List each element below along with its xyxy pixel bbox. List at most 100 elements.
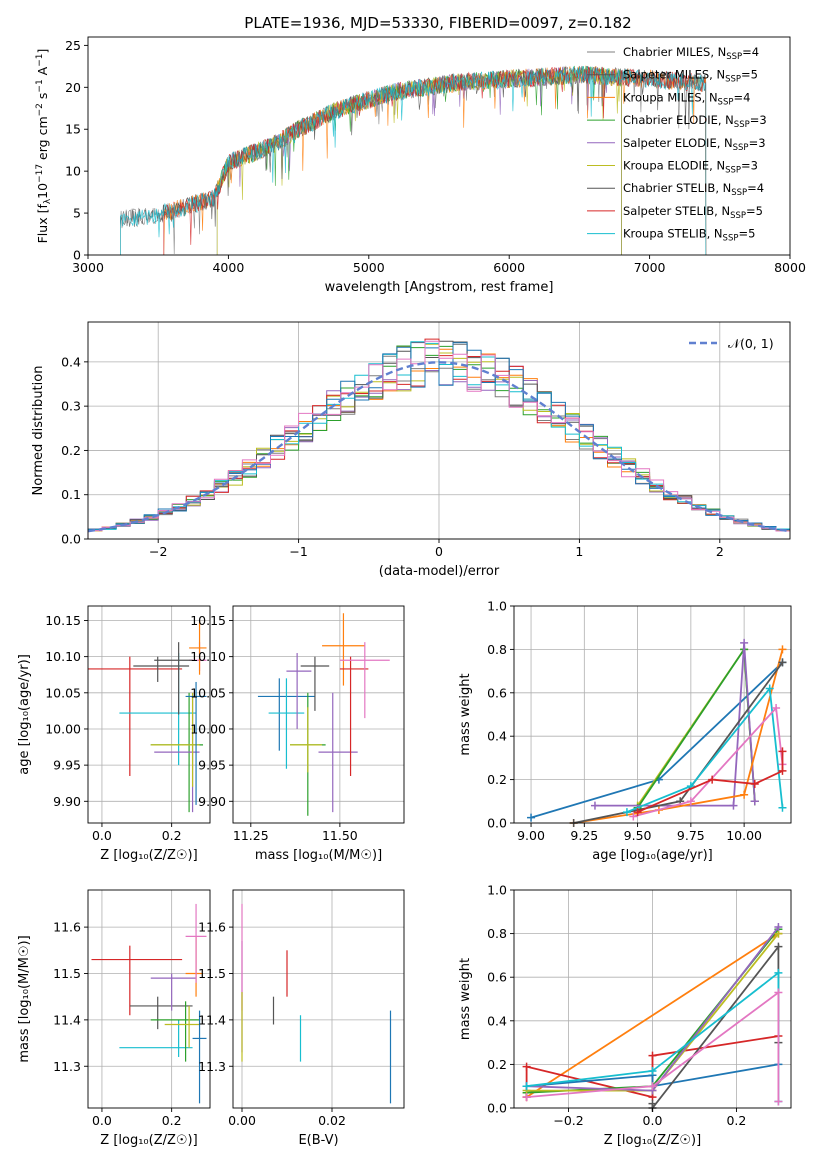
x-tick-label: 8000	[774, 260, 806, 275]
y-tick-label: 10.15	[190, 613, 226, 628]
errorbar-point	[91, 945, 183, 1016]
plot-area	[522, 923, 783, 1112]
mass-weight-series	[595, 642, 756, 807]
data-point-marker	[622, 808, 631, 817]
errorbar-point	[322, 613, 365, 686]
x-tick-label: 0.00	[228, 1113, 256, 1128]
y-tick-label: 10.00	[45, 721, 81, 736]
chart-residuals	[87, 322, 791, 540]
x-tick-label: 9.25	[570, 828, 598, 843]
x-tick-label: 5000	[353, 260, 385, 275]
y-tick-label: 11.5	[198, 966, 226, 981]
y-tick-label: 0.8	[487, 642, 507, 657]
data-point-marker	[648, 1051, 657, 1060]
axes-frame	[232, 605, 405, 824]
x-tick-label: 6000	[493, 260, 525, 275]
y-tick-label: 0.2	[487, 772, 507, 787]
y-tick-label: 0.4	[61, 354, 81, 369]
x-axis-label: (data-model)/error	[379, 564, 500, 579]
legend-label: Salpeter STELIB, NSSP=5	[623, 204, 763, 221]
y-tick-label: 9.90	[198, 794, 226, 809]
data-point-marker	[527, 813, 536, 822]
chart-mw_vs_age	[514, 605, 791, 827]
plot-area	[257, 613, 390, 816]
y-axis-label: Flux [fλ10−17 erg cm−2 s−1 A−1]	[35, 49, 53, 244]
legend-label: Salpeter MILES, NSSP=5	[623, 68, 758, 85]
x-tick-label: 7000	[634, 260, 666, 275]
x-tick-label: 2	[716, 544, 724, 559]
axes-frame	[232, 889, 405, 1109]
spectrum-series-line	[216, 66, 622, 255]
mass-weight-series	[526, 1063, 779, 1088]
mass-weight-series	[651, 944, 780, 1111]
chart-spectrum	[120, 65, 707, 256]
errorbar-point	[268, 678, 305, 769]
y-tick-label: 0.2	[61, 443, 81, 458]
axes-frame	[87, 605, 211, 824]
plot-area	[120, 65, 707, 256]
errorbar-point	[185, 681, 207, 805]
x-axis-label: E(B-V)	[298, 1133, 338, 1148]
y-tick-label: 10.05	[45, 685, 81, 700]
data-point-marker	[729, 801, 738, 810]
y-tick-label: 1.0	[487, 883, 507, 898]
mass-weight-series	[526, 990, 780, 1102]
errorbar-point	[150, 973, 197, 1011]
errorbar-point	[150, 692, 200, 787]
y-tick-label: 11.6	[198, 920, 226, 935]
data-point-marker	[772, 703, 781, 712]
errorbar-point	[290, 707, 323, 773]
y-tick-label: 0.2	[487, 1057, 507, 1072]
mass-weight-series	[526, 932, 779, 1098]
data-point-marker	[765, 684, 774, 693]
x-tick-label: 9.50	[624, 828, 652, 843]
mass-weight-series	[626, 686, 784, 813]
y-tick-label: 0.4	[487, 729, 507, 744]
axes-frame	[87, 889, 211, 1109]
legend-label: Chabrier STELIB, NSSP=4	[623, 181, 764, 198]
data-point-marker	[778, 766, 787, 775]
y-tick-label: 0.1	[61, 487, 81, 502]
errorbar-point	[192, 1010, 207, 1104]
data-point-marker	[629, 812, 638, 821]
y-tick-label: 10.05	[190, 685, 226, 700]
legend-label: Kroupa ELODIE, NSSP=3	[623, 159, 758, 176]
y-tick-label: 11.4	[198, 1012, 226, 1027]
y-tick-label: 10.10	[45, 649, 81, 664]
spectrum-series-line	[120, 65, 707, 255]
y-tick-label: 5	[73, 206, 81, 221]
data-point-marker	[774, 923, 783, 932]
x-tick-label: 11.25	[233, 828, 269, 843]
x-axis-label: wavelength [Angstrom, rest frame]	[325, 280, 554, 295]
data-point-marker	[522, 1082, 531, 1091]
chart-mass_vs_Z	[88, 890, 210, 1108]
errorbar-point	[133, 656, 190, 682]
x-tick-label: 0.2	[726, 1113, 746, 1128]
legend-label: Chabrier MILES, NSSP=4	[623, 45, 759, 62]
axes-frame	[87, 36, 791, 256]
data-point-marker	[774, 968, 783, 977]
histogram-legend: 𝒩(0, 1)	[689, 336, 774, 351]
errorbar-point	[339, 656, 369, 776]
data-point-marker	[522, 1093, 531, 1102]
errorbar-point	[129, 996, 193, 1030]
data-point-marker	[686, 797, 695, 806]
legend-label: Chabrier ELODIE, NSSP=3	[623, 113, 767, 130]
y-tick-label: 25	[65, 38, 81, 53]
data-point-marker	[648, 1082, 657, 1091]
data-point-marker	[522, 1062, 531, 1071]
y-tick-label: 0.0	[61, 532, 81, 547]
y-tick-label: 9.95	[53, 758, 81, 773]
y-tick-label: 15	[65, 122, 81, 137]
data-point-marker	[778, 645, 787, 654]
chart-mw_vs_Z	[514, 889, 791, 1112]
y-tick-label: 0	[73, 248, 81, 263]
chart-mass_vs_ebv	[233, 890, 404, 1108]
y-axis-label: age [log₁₀(age/yr)]	[17, 654, 32, 775]
y-tick-label: 10.10	[190, 649, 226, 664]
axes-frame	[513, 605, 792, 824]
legend-label: Kroupa STELIB, NSSP=5	[623, 227, 755, 244]
y-tick-label: 11.3	[53, 1059, 81, 1074]
x-tick-label: 0.2	[162, 828, 182, 843]
x-tick-label: −0.2	[553, 1113, 583, 1128]
